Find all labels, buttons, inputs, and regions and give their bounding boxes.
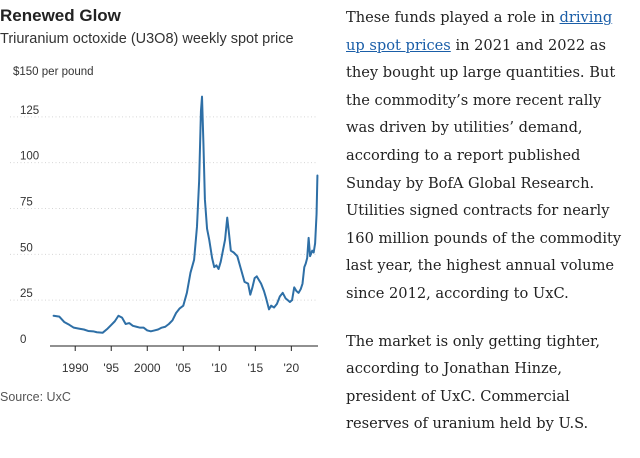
chart-subtitle: Triuranium octoxide (U3O8) weekly spot p… — [0, 31, 294, 47]
price-chart: $150 per pound 125 100 75 50 25 0 1990 '95 2000 '0… — [10, 66, 319, 375]
y-tick-label: 125 — [20, 105, 39, 117]
article-line: they bought up large quantities. But — [346, 64, 616, 82]
article-line: last year, the highest annual volume — [346, 257, 615, 275]
x-tick-label: '20 — [284, 361, 300, 375]
y-tick-label: 75 — [20, 197, 33, 209]
article-line: since 2012, according to UxC. — [346, 284, 569, 302]
article-line: according to Jonathan Hinze, — [346, 360, 562, 378]
article-body: These funds played a role in driving up … — [346, 4, 640, 458]
y-tick-label: 0 — [20, 334, 26, 346]
series-line — [52, 95, 319, 334]
axes: $150 per pound 125 100 75 50 25 0 1990 '95 2000 '0… — [13, 66, 318, 375]
article-line: Sunday by BofA Global Research. — [346, 174, 595, 192]
y-tick-label: 100 — [20, 151, 39, 163]
article-line: was driven by utilities’ demand, — [346, 119, 583, 137]
x-tick-label: 1990 — [62, 361, 89, 375]
chart-title: Renewed Glow — [0, 6, 121, 25]
series-layer — [52, 95, 319, 334]
y-tick-label: 25 — [20, 288, 33, 300]
y-tick-label: 50 — [20, 242, 33, 254]
article-line: up spot prices in 2021 and 2022 as — [346, 36, 606, 54]
article-line: reserves of uranium held by U.S. — [346, 415, 589, 433]
driving-up-spot-prices-link-cont[interactable]: up spot prices — [346, 36, 451, 54]
gridlines — [10, 116, 318, 301]
x-tick-label: '95 — [103, 361, 119, 375]
x-tick-label: '15 — [248, 361, 264, 375]
y-axis-label: $150 per pound — [13, 66, 94, 78]
article-paragraph-1: These funds played a role in driving up … — [346, 4, 640, 308]
article-line: according to a report published — [346, 146, 581, 164]
chart-panel: $150 per pound 125 100 75 50 25 0 1990 '95 2000 '0… — [0, 0, 320, 415]
article-line: president of UxC. Commercial — [346, 387, 570, 405]
driving-up-spot-prices-link[interactable]: driving — [559, 9, 613, 26]
article-line: 160 million pounds of the commodity — [346, 229, 622, 247]
x-tick-label: '05 — [175, 361, 191, 375]
chart-source: Source: UxC — [0, 390, 71, 404]
article-line: the commodity’s more recent rally — [346, 91, 602, 109]
article-line: Utilities signed contracts for nearly — [346, 202, 610, 220]
x-tick-label: 2000 — [134, 361, 161, 375]
article-paragraph-2: The market is only getting tighter, acco… — [346, 328, 640, 438]
article-line: These funds played a role in driving — [346, 9, 613, 26]
article-line: The market is only getting tighter, — [346, 332, 600, 350]
x-tick-label: '10 — [211, 361, 227, 375]
